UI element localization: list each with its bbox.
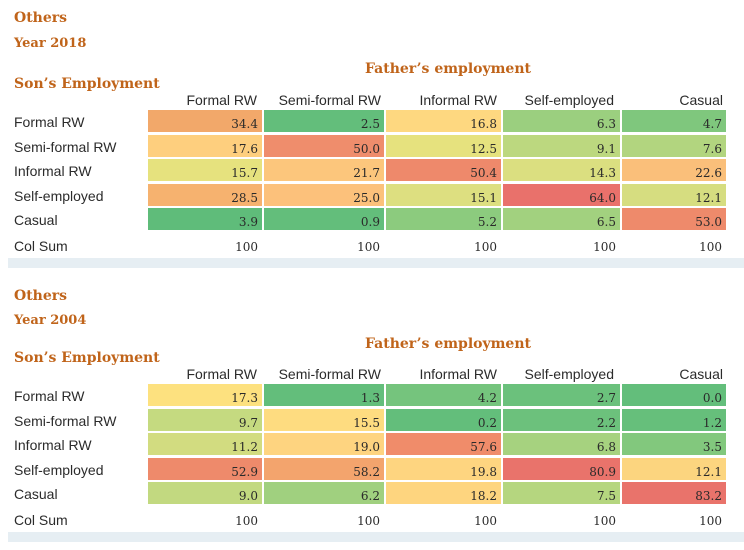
table-cell: 6.2	[264, 482, 384, 505]
row-label: Self-employed	[14, 461, 104, 478]
table-cell: 1.3	[264, 384, 384, 407]
table-title: Others	[14, 288, 68, 304]
table-cell: 3.5	[622, 433, 726, 456]
col-sum-label: Col Sum	[14, 238, 68, 254]
table-cell: 2.5	[264, 110, 384, 133]
row-label: Semi-formal RW	[14, 138, 117, 155]
table-cell: 28.5	[148, 183, 262, 207]
table-year: Year 2018	[14, 36, 87, 51]
table-2004: Others Year 2004 Son’s Employment Father’s …	[0, 278, 744, 550]
table-cell: 50.4	[386, 159, 501, 182]
column-header-title: Father’s employment	[365, 336, 531, 352]
table-cell: 0.0	[622, 384, 726, 407]
table-cell: 64.0	[503, 183, 620, 207]
table-cell: 22.6	[622, 159, 726, 182]
table-cell: 21.7	[264, 159, 384, 182]
col-sum-cell: 100	[474, 514, 497, 528]
col-sum-cell: 100	[699, 514, 722, 528]
table-cell: 7.5	[503, 482, 620, 505]
table-cell: 7.6	[622, 134, 726, 158]
col-sum-label: Col Sum	[14, 512, 68, 528]
column-header: Formal RW	[186, 92, 257, 108]
table-cell: 2.7	[503, 384, 620, 407]
table-cell: 15.1	[386, 183, 501, 207]
table-cell: 83.2	[622, 482, 726, 505]
table-cell: 6.8	[503, 433, 620, 456]
column-header: Formal RW	[186, 366, 257, 382]
table-cell: 58.2	[264, 457, 384, 481]
col-sum-cell: 100	[357, 514, 380, 528]
table-cell: 9.0	[148, 482, 262, 505]
table-cell: 12.5	[386, 134, 501, 158]
table-cell: 16.8	[386, 110, 501, 133]
table-cell: 6.5	[503, 208, 620, 231]
table-cell: 9.1	[503, 134, 620, 158]
table-cell: 19.0	[264, 433, 384, 456]
column-header: Casual	[679, 92, 723, 108]
row-label: Informal RW	[14, 163, 92, 179]
table-cell: 2.2	[503, 408, 620, 432]
table-cell: 6.3	[503, 110, 620, 133]
column-header: Self-employed	[524, 366, 615, 382]
row-label: Casual	[14, 212, 58, 228]
column-header: Semi-formal RW	[278, 92, 381, 108]
column-header: Semi-formal RW	[278, 366, 381, 382]
row-label: Formal RW	[14, 114, 85, 130]
table-cell: 0.9	[264, 208, 384, 231]
table-cell: 12.1	[622, 183, 726, 207]
table-cell: 12.1	[622, 457, 726, 481]
table-cell: 1.2	[622, 408, 726, 432]
table-bottom-rule	[8, 532, 744, 542]
col-sum-cell: 100	[474, 240, 497, 254]
table-title: Others	[14, 10, 68, 26]
row-label: Self-employed	[14, 187, 104, 204]
table-cell: 50.0	[264, 134, 384, 158]
table-year: Year 2004	[14, 313, 87, 328]
col-sum-cell: 100	[593, 240, 616, 254]
col-sum-cell: 100	[699, 240, 722, 254]
column-header: Casual	[679, 366, 723, 382]
table-2018: Others Year 2018 Son’s Employment Father’s …	[0, 0, 744, 272]
table-cell: 34.4	[148, 110, 262, 133]
row-header-title: Son’s Employment	[14, 76, 160, 92]
row-label: Casual	[14, 486, 58, 502]
row-header-title: Son’s Employment	[14, 350, 160, 366]
table-cell: 15.5	[264, 408, 384, 432]
table-cell: 52.9	[148, 457, 262, 481]
col-sum-cell: 100	[593, 514, 616, 528]
table-cell: 17.6	[148, 134, 262, 158]
table-cell: 5.2	[386, 208, 501, 231]
table-cell: 9.7	[148, 408, 262, 432]
table-cell: 3.9	[148, 208, 262, 231]
col-sum-cell: 100	[235, 240, 258, 254]
table-cell: 80.9	[503, 457, 620, 481]
table-cell: 4.2	[386, 384, 501, 407]
table-cell: 14.3	[503, 159, 620, 182]
table-cell: 0.2	[386, 408, 501, 432]
col-sum-cell: 100	[235, 514, 258, 528]
row-label: Semi-formal RW	[14, 412, 117, 429]
table-cell: 18.2	[386, 482, 501, 505]
row-label: Informal RW	[14, 437, 92, 453]
row-label: Formal RW	[14, 388, 85, 404]
table-cell: 57.6	[386, 433, 501, 456]
col-sum-cell: 100	[357, 240, 380, 254]
column-header: Self-employed	[524, 92, 615, 108]
table-cell: 17.3	[148, 384, 262, 407]
table-cell: 11.2	[148, 433, 262, 456]
table-cell: 53.0	[622, 208, 726, 231]
column-header: Informal RW	[419, 92, 497, 108]
table-cell: 25.0	[264, 183, 384, 207]
table-bottom-rule	[8, 258, 744, 268]
table-cell: 19.8	[386, 457, 501, 481]
table-cell: 15.7	[148, 159, 262, 182]
column-header: Informal RW	[419, 366, 497, 382]
table-cell: 4.7	[622, 110, 726, 133]
column-header-title: Father’s employment	[365, 61, 531, 77]
